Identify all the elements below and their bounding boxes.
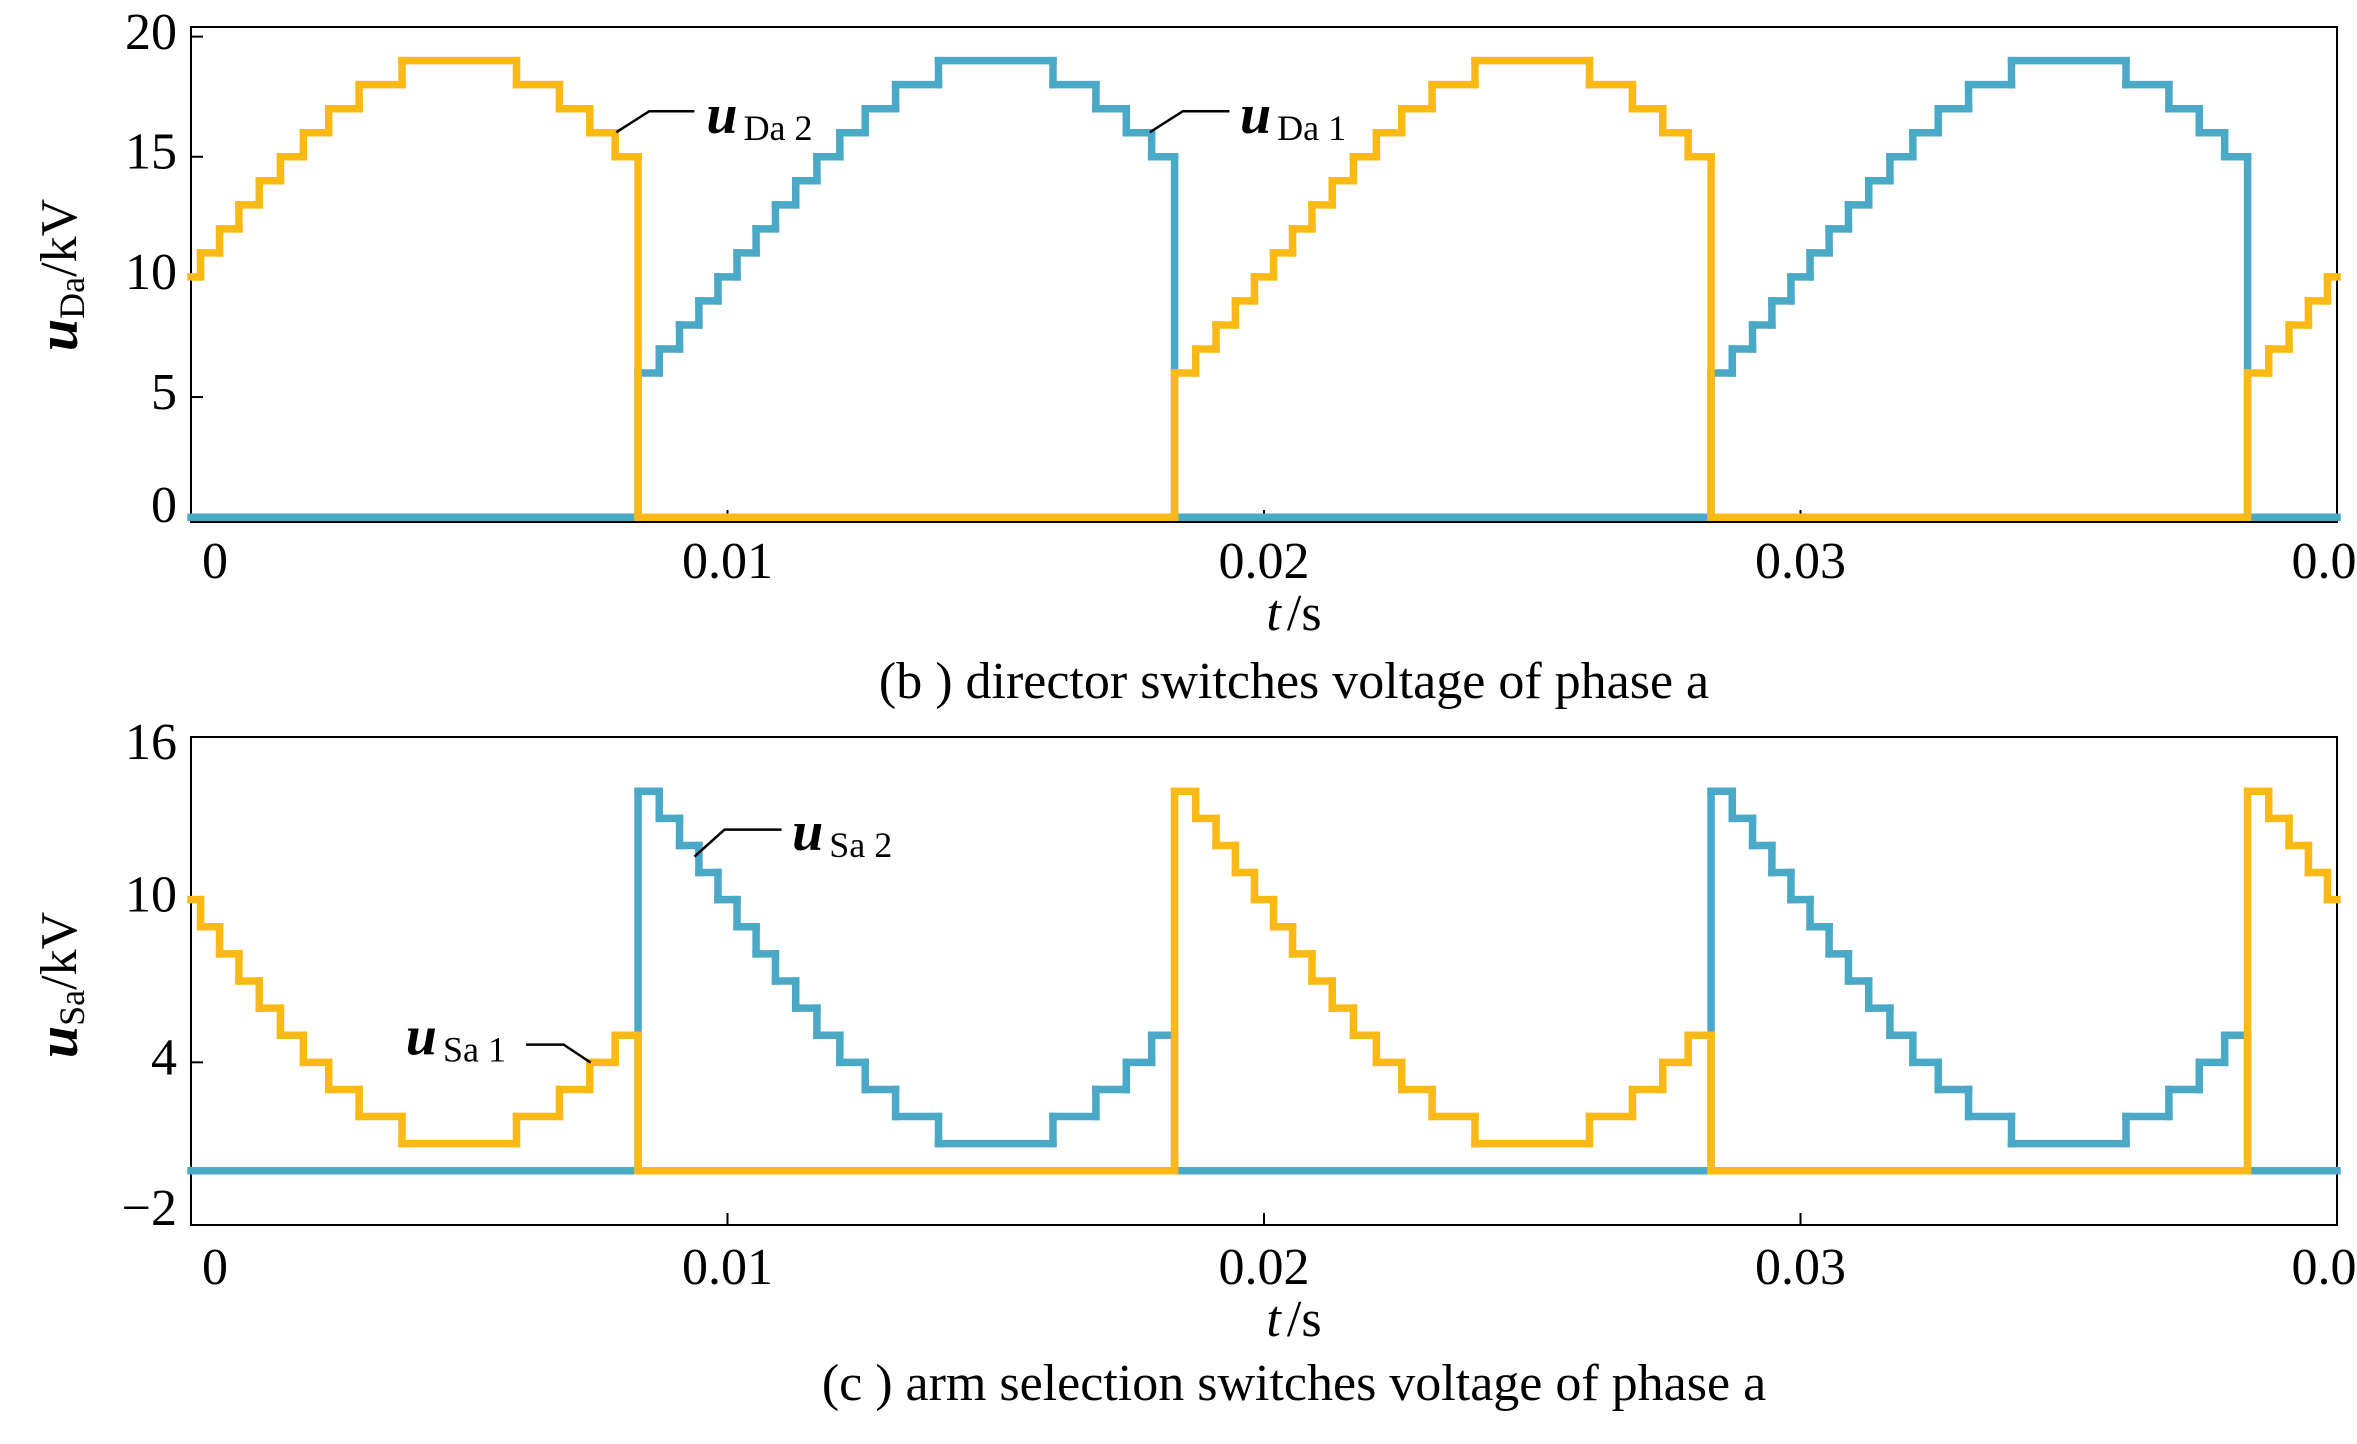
series (187, 56, 2341, 521)
x-axis-symbol: t (1266, 1291, 1282, 1348)
y-axis-subscript: Da (52, 277, 92, 319)
y-tick-label: 5 (151, 364, 177, 421)
x-axis-symbol: t (1266, 585, 1282, 642)
annotation: u Da 1 (1240, 84, 1346, 148)
annotation: u Sa 1 (406, 1005, 506, 1069)
y-tick-label: 16 (125, 714, 177, 771)
y-tick-label: 10 (125, 867, 177, 924)
x-tick-label: 0.01 (682, 533, 773, 590)
x-tick-label: 0.02 (1219, 1239, 1310, 1296)
x-axis-unit: /s (1287, 585, 1322, 642)
x-axis-label: t/s (1266, 1291, 1321, 1348)
y-tick-label: 0 (151, 477, 177, 534)
y-tick-label: −2 (122, 1180, 177, 1237)
annotation-leader (693, 828, 782, 858)
annotation-subscript: Da 1 (1277, 109, 1346, 149)
y-tick-label: 20 (125, 4, 177, 61)
plot-frame (190, 736, 2338, 1226)
y-axis-symbol: u (25, 319, 90, 351)
annotation-symbol: u (706, 84, 737, 146)
x-tick-label: 0 (202, 1239, 228, 1296)
annotation-leader (615, 109, 695, 134)
y-axis-symbol: u (25, 1026, 90, 1058)
x-tick-label: 0.03 (1755, 533, 1846, 590)
caption: (c ) arm selection switches voltage of p… (822, 1355, 1766, 1412)
annotation-subscript: Sa 2 (829, 825, 892, 865)
annotation-leader (1149, 109, 1230, 134)
annotation: u Da 2 (706, 84, 812, 148)
x-tick-label: 0.04 (2292, 1239, 2357, 1296)
x-axis-unit: /s (1287, 1291, 1322, 1348)
y-axis-unit: /kV (31, 912, 88, 990)
x-tick-label: 0.01 (682, 1239, 773, 1296)
annotation-leader (526, 1043, 592, 1064)
y-axis-subscript: Sa (52, 990, 92, 1026)
y-tick-label: 15 (125, 124, 177, 181)
caption: (b ) director switches voltage of phase … (879, 653, 1709, 710)
y-axis-label: uDa/kV (25, 199, 92, 351)
y-tick-label: 10 (125, 244, 177, 301)
annotation-symbol: u (406, 1005, 437, 1067)
annotation-subscript: Da 2 (744, 109, 813, 149)
x-axis-label: t/s (1266, 585, 1321, 642)
y-tick-label: 4 (151, 1029, 177, 1086)
y-axis-unit: /kV (31, 199, 88, 277)
x-tick-label: 0.04 (2292, 533, 2357, 590)
x-tick-label: 0.02 (1219, 533, 1310, 590)
y-axis-label: uSa/kV (25, 912, 92, 1058)
x-tick-label: 0.03 (1755, 1239, 1846, 1296)
annotation-subscript: Sa 1 (443, 1030, 506, 1070)
series (187, 787, 2341, 1175)
annotation-symbol: u (792, 801, 823, 863)
annotation: u Sa 2 (792, 801, 892, 865)
x-tick-label: 0 (202, 533, 228, 590)
annotation-symbol: u (1240, 84, 1271, 146)
